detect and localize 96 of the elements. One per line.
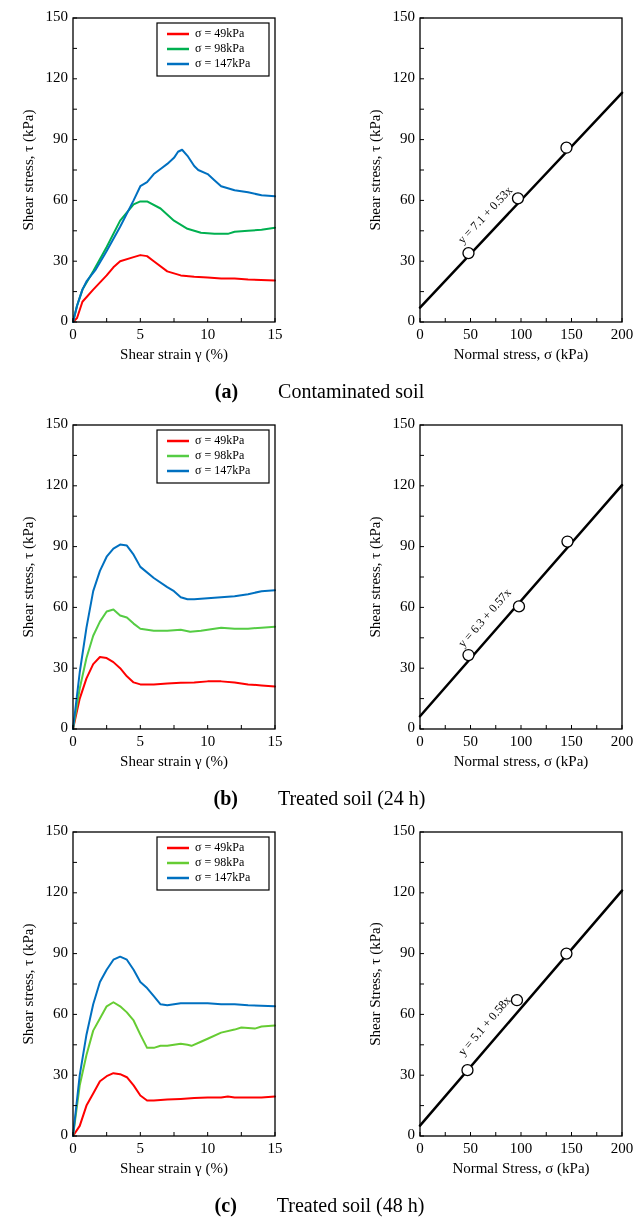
- y-tick-label: 0: [407, 1126, 415, 1143]
- y-tick-label: 150: [45, 822, 68, 839]
- x-tick-label: 150: [560, 1140, 583, 1156]
- point: [560, 141, 573, 154]
- y-tick-label: 150: [45, 8, 68, 25]
- x-tick-label: 10: [200, 733, 216, 749]
- y-tick-label: 120: [392, 476, 415, 493]
- y-tick-label: 60: [53, 190, 68, 207]
- x-tick-label: 100: [509, 1140, 533, 1156]
- y-tick-label: 120: [45, 69, 68, 86]
- y-axis-title: Shear stress, τ (kPa): [20, 516, 37, 638]
- y-axis-title: Shear Stress, τ (kPa): [367, 922, 384, 1046]
- y-tick-label: 30: [400, 251, 415, 268]
- y-tick-label: 30: [53, 658, 68, 675]
- legend-label: σ = 49kPa: [195, 432, 245, 447]
- line-series: [72, 1072, 276, 1137]
- y-tick-label: 90: [400, 130, 415, 147]
- y-tick-label: 30: [400, 1065, 415, 1082]
- y-tick-label: 30: [400, 658, 415, 675]
- point: [510, 994, 524, 1007]
- y-axis-title: Shear stress, τ (kPa): [20, 109, 37, 231]
- point: [462, 648, 475, 662]
- text: (a): [214, 380, 239, 403]
- legend-label: σ = 147kPa: [195, 55, 251, 70]
- x-tick-label: 50: [463, 733, 478, 749]
- x-tick-label: 10: [200, 326, 216, 342]
- text: (b): [213, 787, 238, 810]
- point: [561, 535, 574, 548]
- x-tick-label: 50: [463, 1140, 478, 1156]
- point: [461, 1063, 474, 1077]
- y-tick-label: 0: [60, 312, 68, 329]
- y-tick-label: 120: [45, 883, 68, 900]
- y-tick-label: 0: [407, 312, 415, 329]
- y-tick-label: 0: [60, 1126, 68, 1143]
- x-tick-label: 5: [136, 1140, 145, 1156]
- y-axis-title: Shear stress, τ (kPa): [20, 923, 37, 1045]
- x-tick-label: 200: [610, 326, 634, 342]
- x-tick-label: 5: [136, 733, 145, 749]
- y-tick-label: 120: [45, 476, 68, 493]
- point: [512, 600, 526, 613]
- x-axis-title: Normal Stress, σ (kPa): [452, 1160, 590, 1177]
- line-series: [72, 254, 276, 323]
- y-tick-label: 0: [60, 719, 68, 736]
- x-axis-title: Shear strain γ (%): [120, 1160, 228, 1177]
- y-tick-label: 30: [53, 1065, 68, 1082]
- text: (c): [214, 1194, 237, 1217]
- legend-label: σ = 49kPa: [195, 25, 245, 40]
- y-tick-label: 120: [392, 883, 415, 900]
- x-tick-label: 150: [560, 326, 583, 342]
- point: [462, 246, 475, 260]
- y-tick-label: 60: [400, 1004, 415, 1021]
- x-tick-label: 15: [267, 1140, 283, 1156]
- x-tick-label: 5: [136, 326, 145, 342]
- y-tick-label: 150: [392, 8, 415, 25]
- y-tick-label: 60: [400, 597, 415, 614]
- legend-label: σ = 147kPa: [195, 869, 251, 884]
- x-axis-title: Normal stress, σ (kPa): [453, 753, 589, 770]
- y-tick-label: 0: [407, 719, 415, 736]
- y-tick-label: 30: [53, 251, 68, 268]
- y-tick-label: 120: [392, 69, 415, 86]
- x-tick-label: 150: [560, 733, 583, 749]
- x-tick-label: 50: [463, 326, 478, 342]
- legend-label: σ = 98kPa: [195, 854, 245, 869]
- x-axis-title: Normal stress, σ (kPa): [453, 346, 589, 363]
- y-tick-label: 90: [53, 944, 68, 961]
- x-tick-label: 15: [267, 733, 283, 749]
- x-tick-label: 10: [200, 1140, 216, 1156]
- y-tick-label: 150: [392, 415, 415, 432]
- x-tick-label: 200: [610, 733, 634, 749]
- legend-label: σ = 49kPa: [195, 839, 245, 854]
- legend-label: σ = 98kPa: [195, 447, 245, 462]
- text: Treated soil (24 h): [277, 787, 426, 810]
- x-tick-label: 15: [267, 326, 283, 342]
- y-tick-label: 90: [400, 944, 415, 961]
- text: Contaminated soil: [278, 380, 425, 402]
- x-axis-title: Shear strain γ (%): [120, 346, 228, 363]
- point: [560, 947, 573, 960]
- legend-label: σ = 98kPa: [195, 40, 245, 55]
- y-tick-label: 150: [45, 415, 68, 432]
- x-tick-label: 200: [610, 1140, 634, 1156]
- y-tick-label: 90: [53, 537, 68, 554]
- legend-label: σ = 147kPa: [195, 462, 251, 477]
- y-tick-label: 90: [400, 537, 415, 554]
- x-tick-label: 100: [509, 733, 533, 749]
- x-tick-label: 100: [509, 326, 533, 342]
- x-axis-title: Shear strain γ (%): [120, 753, 228, 770]
- y-axis-title: Shear stress, τ (kPa): [367, 516, 384, 638]
- line-series: [72, 148, 276, 323]
- text: Treated soil (48 h): [276, 1194, 425, 1217]
- y-axis-title: Shear stress, τ (kPa): [367, 109, 384, 231]
- line-series: [72, 656, 276, 730]
- y-tick-label: 60: [53, 597, 68, 614]
- y-tick-label: 60: [400, 190, 415, 207]
- y-tick-label: 150: [392, 822, 415, 839]
- y-tick-label: 60: [53, 1004, 68, 1021]
- y-tick-label: 90: [53, 130, 68, 147]
